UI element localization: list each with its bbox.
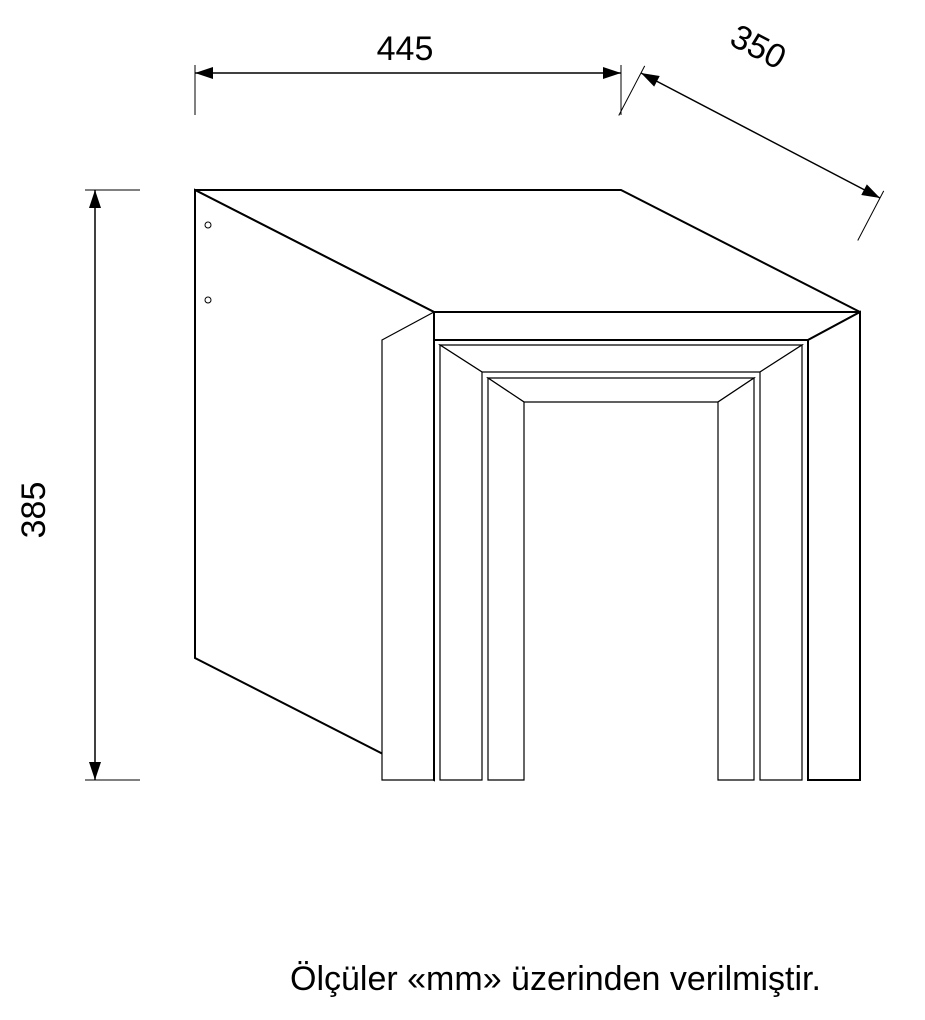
dimension-height-label: 385 [15, 482, 53, 539]
furniture-drawing [195, 190, 860, 780]
dimension-depth-label: 350 [724, 17, 792, 77]
dimension-width-label: 445 [377, 30, 434, 68]
caption-text: Ölçüler «mm» üzerinden verilmiştir. [290, 960, 821, 998]
